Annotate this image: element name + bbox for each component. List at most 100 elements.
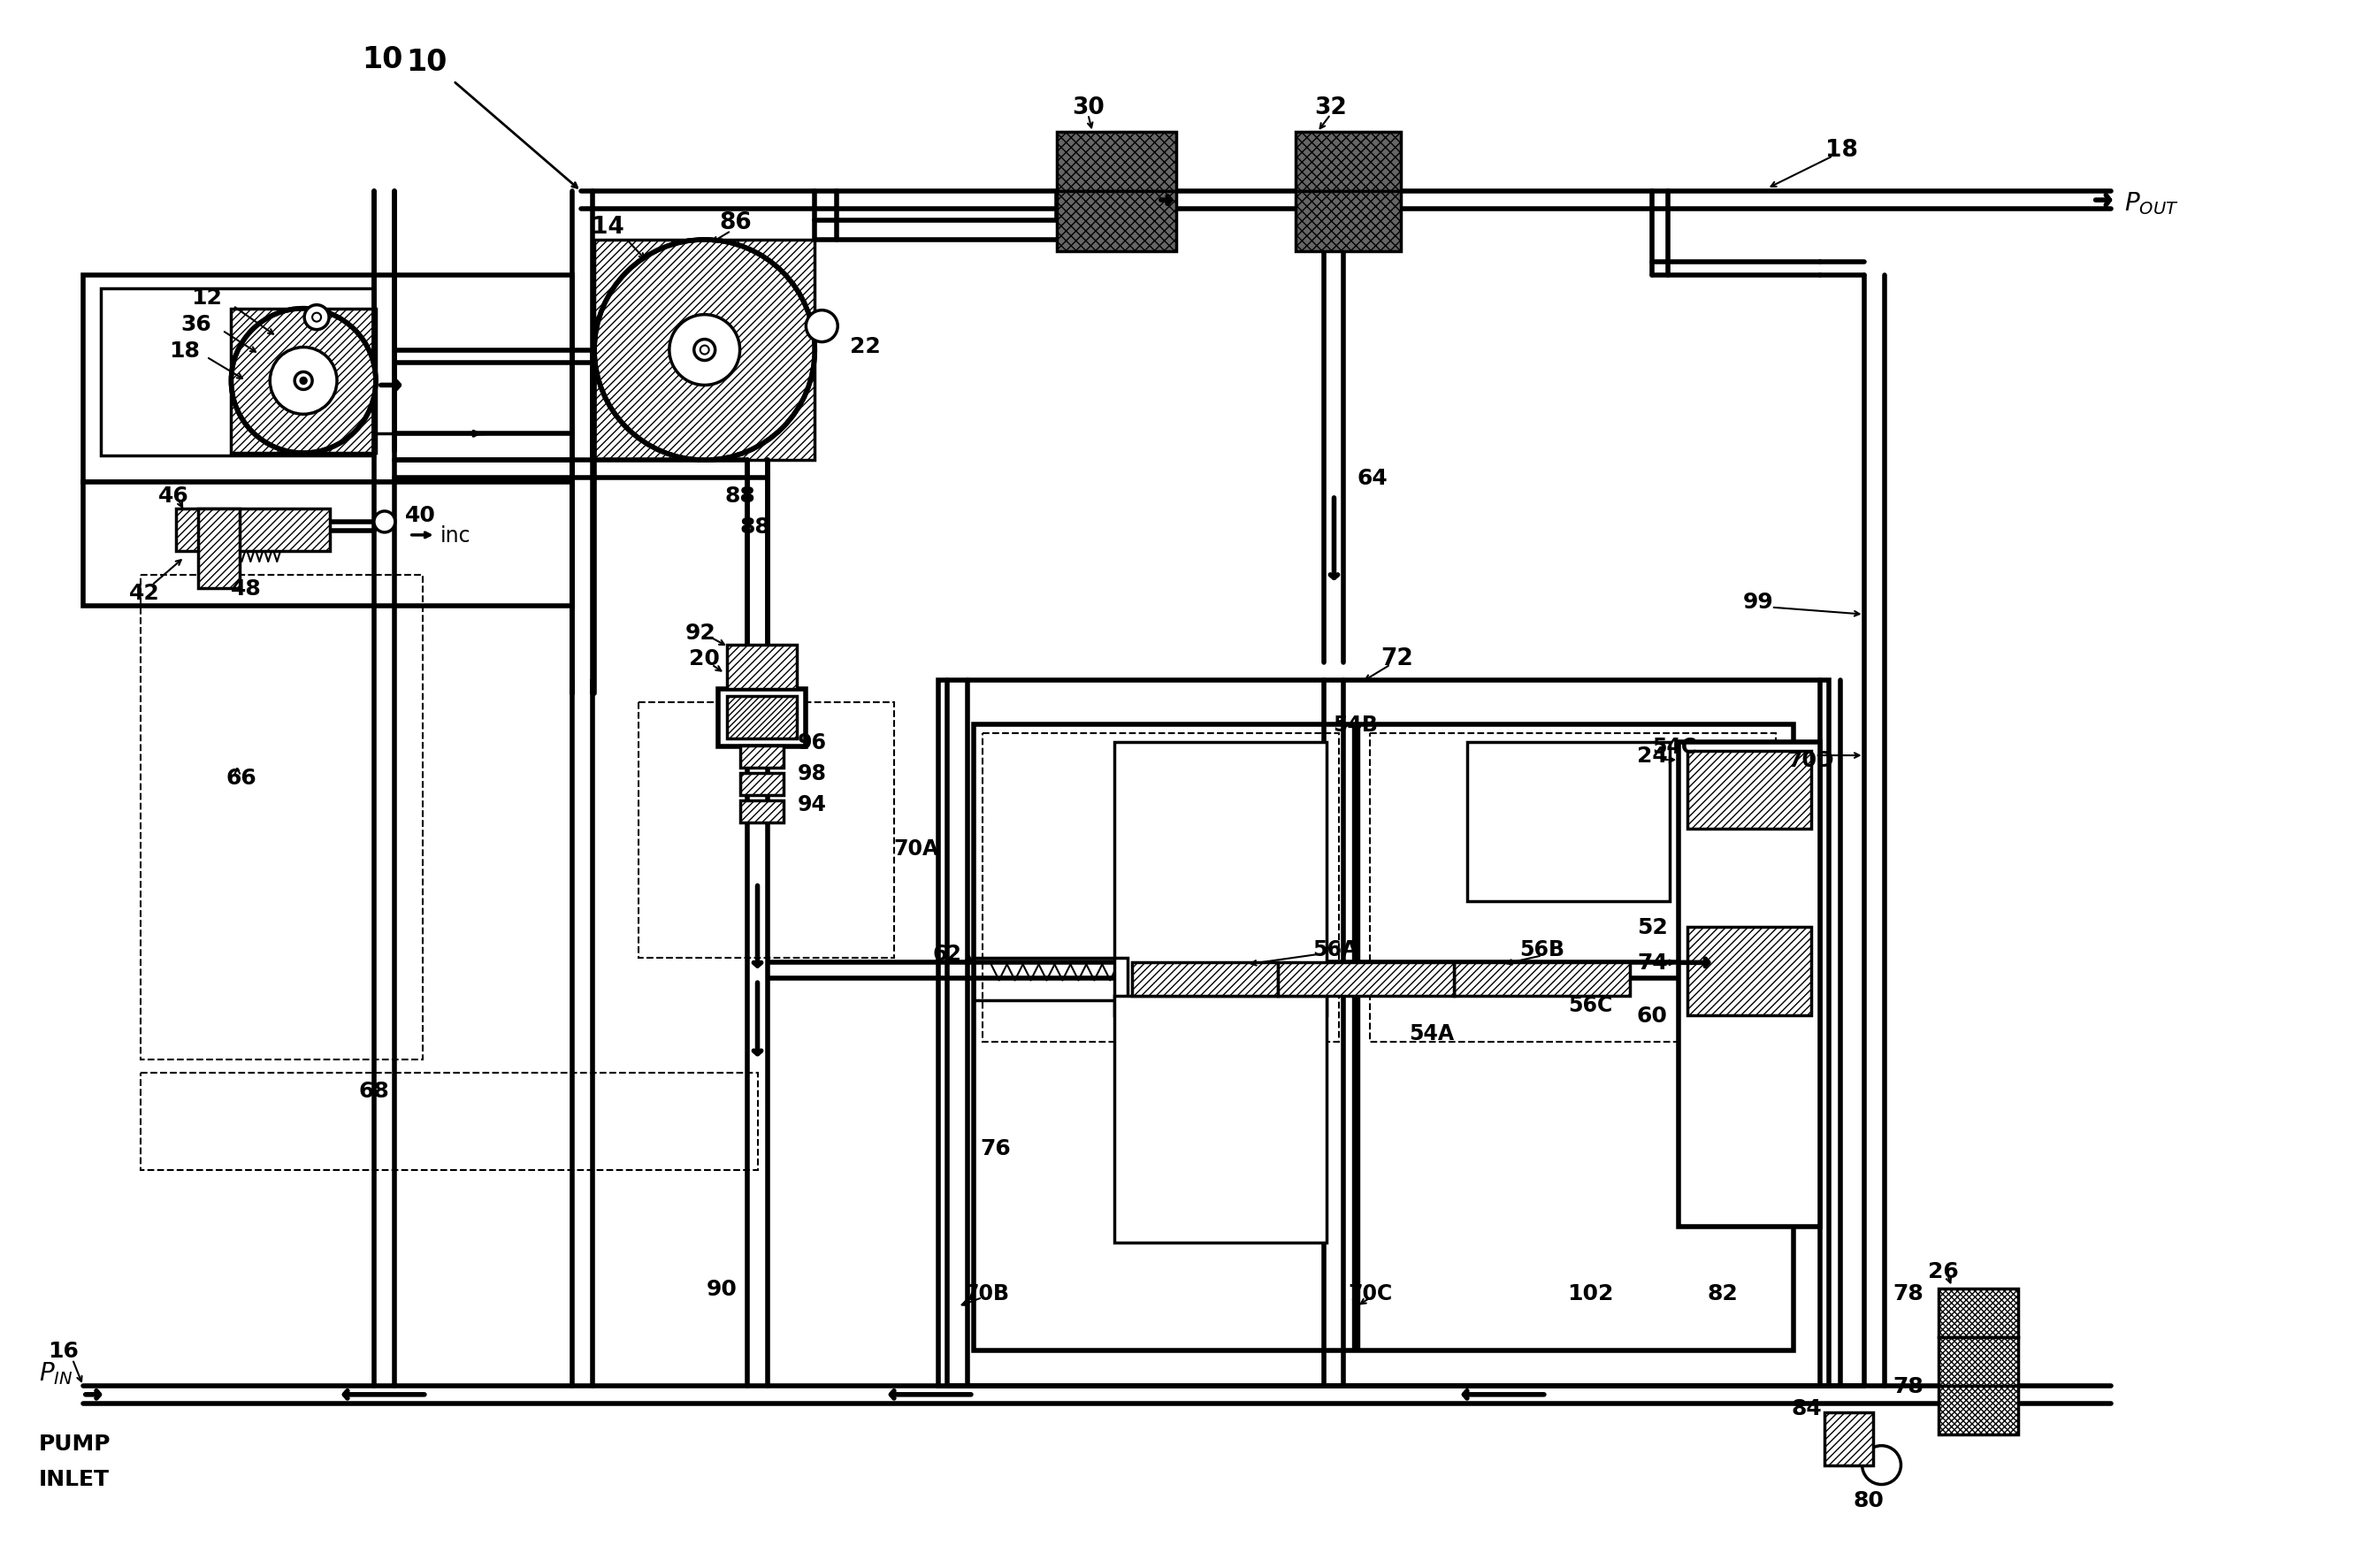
Circle shape bbox=[299, 378, 306, 384]
Text: 70C: 70C bbox=[1349, 1283, 1392, 1305]
Circle shape bbox=[595, 240, 816, 461]
Bar bbox=[175, 510, 330, 552]
Circle shape bbox=[230, 309, 375, 453]
Text: inc: inc bbox=[441, 525, 472, 546]
Text: 70A: 70A bbox=[894, 837, 939, 859]
Text: 30: 30 bbox=[1072, 97, 1105, 119]
Text: 60: 60 bbox=[1636, 1005, 1667, 1027]
Text: 82: 82 bbox=[1707, 1283, 1738, 1305]
Circle shape bbox=[669, 315, 740, 386]
Text: 80: 80 bbox=[1852, 1490, 1883, 1512]
Text: 70B: 70B bbox=[965, 1283, 1010, 1305]
Circle shape bbox=[806, 310, 837, 342]
Text: 40: 40 bbox=[405, 505, 436, 525]
Text: 26: 26 bbox=[1928, 1261, 1958, 1283]
Bar bbox=[726, 646, 797, 690]
Bar bbox=[1057, 191, 1176, 252]
Text: 10: 10 bbox=[363, 45, 403, 74]
Circle shape bbox=[695, 340, 716, 361]
Bar bbox=[140, 575, 422, 1060]
Text: 62: 62 bbox=[932, 944, 963, 964]
Bar bbox=[1114, 743, 1325, 1016]
Text: 68: 68 bbox=[358, 1080, 389, 1101]
Bar bbox=[1939, 1338, 2018, 1386]
Bar bbox=[1057, 133, 1176, 191]
Bar bbox=[1453, 963, 1631, 996]
Circle shape bbox=[375, 511, 396, 533]
Text: 56C: 56C bbox=[1567, 994, 1612, 1016]
Bar bbox=[939, 681, 1828, 1386]
Text: 88: 88 bbox=[726, 485, 756, 506]
Text: 56A: 56A bbox=[1311, 939, 1359, 960]
Text: 48: 48 bbox=[230, 577, 261, 599]
Bar bbox=[1370, 734, 1776, 1043]
Text: 18: 18 bbox=[168, 340, 199, 361]
Text: 98: 98 bbox=[797, 762, 827, 784]
Text: 86: 86 bbox=[718, 212, 752, 234]
Text: 96: 96 bbox=[797, 732, 827, 753]
Text: INLET: INLET bbox=[38, 1468, 109, 1490]
Text: 78: 78 bbox=[1892, 1283, 1923, 1305]
Bar bbox=[1688, 751, 1811, 829]
Bar bbox=[100, 289, 375, 456]
Bar bbox=[1468, 743, 1669, 902]
Text: 42: 42 bbox=[130, 582, 161, 604]
Bar bbox=[718, 690, 806, 746]
Text: 32: 32 bbox=[1314, 97, 1347, 119]
Text: 76: 76 bbox=[979, 1137, 1010, 1159]
Text: 54C: 54C bbox=[1653, 737, 1698, 757]
Bar bbox=[1114, 996, 1325, 1243]
Bar bbox=[1295, 191, 1401, 252]
Text: $P_{OUT}$: $P_{OUT}$ bbox=[2124, 190, 2179, 216]
Text: 88: 88 bbox=[740, 516, 771, 538]
Bar bbox=[638, 702, 894, 958]
Text: 36: 36 bbox=[180, 314, 211, 334]
Text: 12: 12 bbox=[192, 287, 223, 309]
Text: 78: 78 bbox=[1892, 1375, 1923, 1397]
Text: 70D: 70D bbox=[1788, 750, 1835, 771]
Bar bbox=[83, 276, 571, 483]
Text: 72: 72 bbox=[1380, 648, 1413, 671]
Circle shape bbox=[1861, 1446, 1902, 1485]
Bar bbox=[740, 773, 785, 795]
Bar bbox=[1688, 928, 1811, 1016]
Text: 94: 94 bbox=[797, 793, 825, 815]
Text: 52: 52 bbox=[1636, 917, 1667, 938]
Circle shape bbox=[313, 314, 320, 323]
Bar bbox=[83, 483, 571, 605]
Text: $P_{IN}$: $P_{IN}$ bbox=[38, 1359, 74, 1386]
Bar bbox=[1939, 1386, 2018, 1435]
Bar bbox=[1295, 133, 1401, 191]
Bar bbox=[1278, 963, 1453, 996]
Text: 10: 10 bbox=[405, 47, 448, 77]
Text: 99: 99 bbox=[1743, 591, 1774, 612]
Text: 90: 90 bbox=[707, 1278, 737, 1300]
Circle shape bbox=[270, 348, 337, 416]
Bar bbox=[230, 309, 375, 453]
Text: 46: 46 bbox=[159, 485, 190, 506]
Text: 16: 16 bbox=[47, 1341, 78, 1361]
Bar bbox=[1823, 1413, 1873, 1465]
Text: 56B: 56B bbox=[1520, 939, 1565, 960]
Bar bbox=[1351, 724, 1359, 1350]
Bar bbox=[740, 746, 785, 768]
Bar bbox=[974, 958, 1129, 1000]
Text: 66: 66 bbox=[225, 767, 256, 789]
Bar bbox=[1939, 1289, 2018, 1338]
Text: 102: 102 bbox=[1567, 1283, 1615, 1305]
Text: 74: 74 bbox=[1636, 952, 1667, 974]
Text: 64: 64 bbox=[1356, 467, 1387, 489]
Bar bbox=[197, 510, 239, 588]
Circle shape bbox=[699, 347, 709, 354]
Text: 54A: 54A bbox=[1408, 1022, 1453, 1044]
Bar bbox=[726, 696, 797, 739]
Bar bbox=[982, 734, 1340, 1043]
Text: 84: 84 bbox=[1790, 1397, 1821, 1419]
Text: 18: 18 bbox=[1826, 140, 1859, 162]
Text: 24: 24 bbox=[1636, 745, 1667, 767]
Text: 20: 20 bbox=[690, 648, 721, 670]
Circle shape bbox=[303, 306, 330, 331]
Text: 22: 22 bbox=[851, 336, 880, 356]
Bar bbox=[740, 801, 785, 823]
Text: PUMP: PUMP bbox=[38, 1433, 111, 1454]
